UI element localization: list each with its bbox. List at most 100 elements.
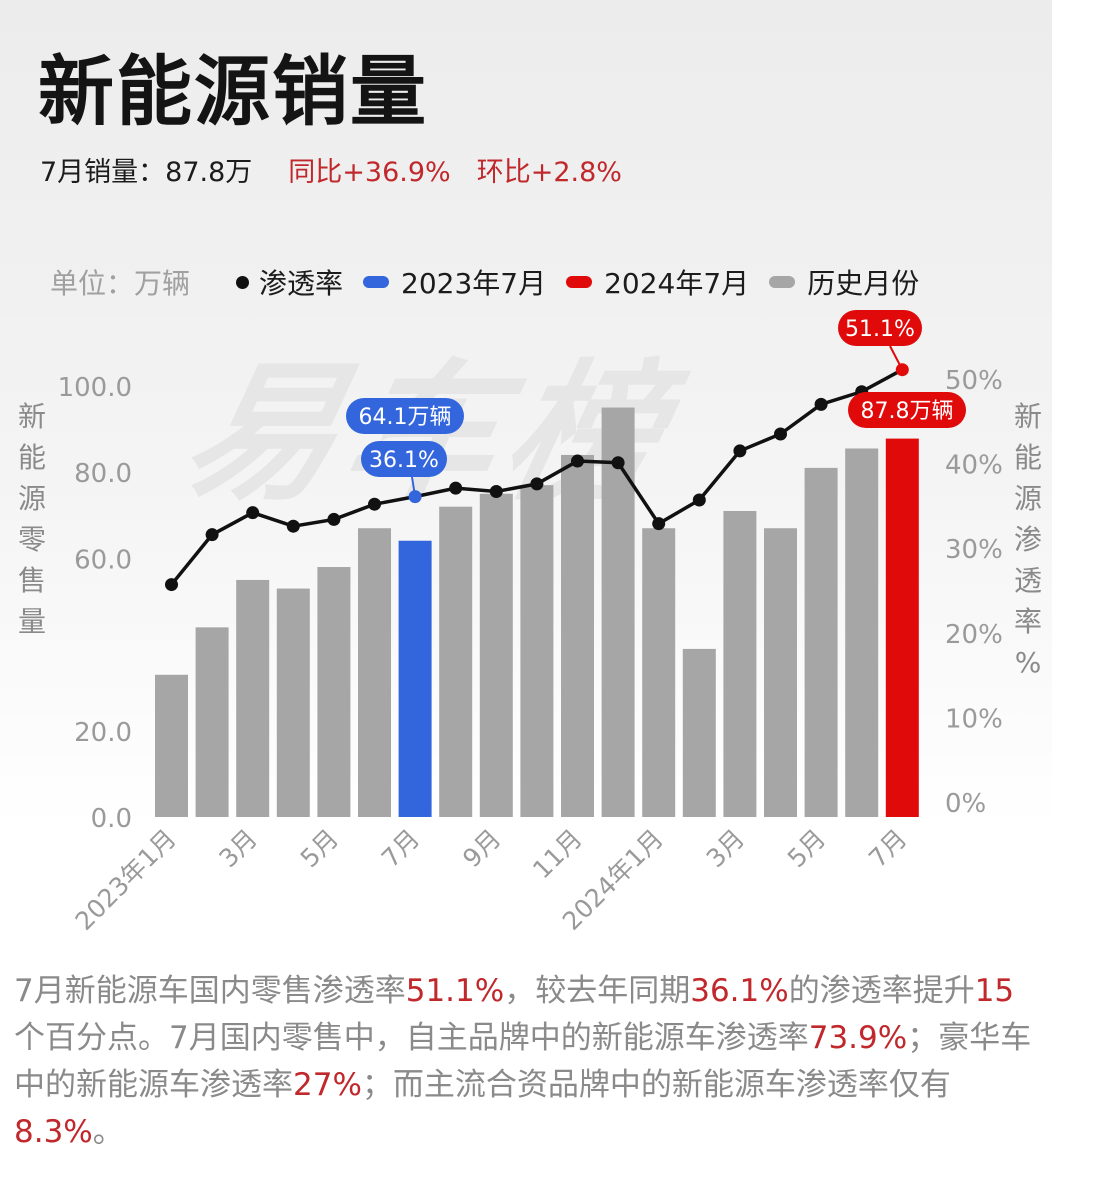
summary-paragraph: 7月新能源车国内零售渗透率51.1%，较去年同期36.1%的渗透率提升15 个百分… xyxy=(14,968,1044,1156)
legend-label: 历史月份 xyxy=(807,267,920,300)
highlight-value: 51.1% xyxy=(405,973,505,1009)
bar xyxy=(845,448,879,817)
y2-tick-label: 30% xyxy=(945,535,1003,565)
bar xyxy=(520,485,554,817)
line-point xyxy=(733,444,747,458)
line-point xyxy=(530,477,544,491)
line-marker-icon xyxy=(236,275,250,289)
yoy-change: 同比+36.9% xyxy=(288,157,451,188)
callout-bar-2024: 87.8万辆 xyxy=(861,399,954,424)
axis-title-char: 透 xyxy=(1013,564,1042,597)
left-axis-title: 新能源零售量 xyxy=(14,396,50,642)
x-tick-label: 3月 xyxy=(701,824,750,873)
bar xyxy=(276,588,310,817)
x-tick-label: 9月 xyxy=(457,824,506,873)
unit-label: 单位：万辆 xyxy=(50,267,191,300)
callout-penetration-2023-bubble xyxy=(361,441,447,477)
legend-label: 2024年7月 xyxy=(604,267,750,300)
axis-title-char: 售 xyxy=(17,564,46,597)
monthly-sales: 7月销量：87.8万 xyxy=(40,157,253,188)
y-tick-label: 100.0 xyxy=(58,373,132,403)
x-tick-label: 5月 xyxy=(782,824,831,873)
x-tick-label: 7月 xyxy=(376,824,425,873)
legend-item-history: 历史月份 xyxy=(769,262,919,302)
axis-title-char: % xyxy=(1014,646,1042,679)
paragraph-text: ；豪华车中的新能源车渗透率 xyxy=(14,1020,1032,1103)
paragraph-text: ，较去年同期 xyxy=(504,973,691,1009)
legend-item-2024-july: 2024年7月 xyxy=(566,262,749,302)
line-point xyxy=(205,528,219,542)
highlight-value: 73.9% xyxy=(808,1020,908,1056)
paragraph-text: ；而主流合资品牌中的新能源车渗透率仅有 xyxy=(361,1067,951,1103)
axis-title-char: 源 xyxy=(1013,482,1042,515)
bar xyxy=(561,454,594,817)
legend-item-penetration: 渗透率 xyxy=(236,262,343,302)
axis-title-char: 零 xyxy=(17,523,46,556)
callout-penetration-2024: 51.1% xyxy=(845,317,915,342)
paragraph-text: 的渗透率提升 xyxy=(788,973,975,1009)
bar xyxy=(642,528,676,817)
bar xyxy=(358,528,391,817)
axis-title-char: 能 xyxy=(1013,441,1042,474)
line-point xyxy=(774,427,787,441)
line-point xyxy=(489,485,503,499)
y-tick-label: 80.0 xyxy=(74,459,132,489)
bar xyxy=(195,627,229,817)
bar xyxy=(764,528,797,817)
x-tick-label: 11月 xyxy=(527,824,588,885)
axis-title-char: 源 xyxy=(17,482,46,515)
bar xyxy=(723,510,757,817)
bar xyxy=(236,579,270,817)
line-point xyxy=(368,497,381,511)
line-point xyxy=(246,506,260,520)
line-point xyxy=(692,493,706,507)
line-point xyxy=(814,397,828,411)
gray-swatch-icon xyxy=(769,276,796,288)
blue-swatch-icon xyxy=(363,276,390,288)
summary-line: 7月销量：87.8万 同比+36.9% 环比+2.8% xyxy=(40,150,622,189)
callout-bar-2023-bubble xyxy=(346,398,464,434)
y-tick-label: 20.0 xyxy=(74,718,132,748)
y-tick-label: 60.0 xyxy=(74,545,132,575)
x-tick-label: 3月 xyxy=(214,824,263,873)
bar xyxy=(804,467,838,817)
mom-change: 环比+2.8% xyxy=(476,157,622,188)
callout-connector xyxy=(411,476,417,497)
bar xyxy=(439,506,473,817)
x-tick-label: 5月 xyxy=(295,824,344,873)
line-point xyxy=(286,519,300,533)
y2-tick-label: 40% xyxy=(945,451,1003,481)
paragraph-text: 7月新能源车国内零售渗透率 xyxy=(14,973,406,1009)
line-point xyxy=(611,456,625,470)
bar xyxy=(479,493,513,817)
legend-label: 2023年7月 xyxy=(401,267,547,300)
axis-title-char: 新 xyxy=(17,400,46,433)
line-point xyxy=(327,512,341,526)
legend-label: 渗透率 xyxy=(259,267,344,300)
line-point xyxy=(571,454,584,468)
chart-legend: 单位：万辆 渗透率 2023年7月 2024年7月 历史月份 xyxy=(50,262,939,302)
axis-title-char: 能 xyxy=(17,441,46,474)
paragraph-text: 个百分点。7月国内零售中，自主品牌中的新能源车渗透率 xyxy=(14,1020,809,1056)
highlight-value: 27% xyxy=(293,1067,362,1103)
sales-chart: 易车榜0.020.060.080.0100.00%10%20%30%40%50%… xyxy=(58,310,1003,936)
paragraph-text: 。 xyxy=(92,1114,124,1150)
axis-title-char: 渗 xyxy=(1013,523,1042,556)
bar xyxy=(682,648,716,817)
bar xyxy=(601,407,635,817)
page-title: 新能源销量 xyxy=(38,47,428,136)
bar xyxy=(885,438,919,817)
bar xyxy=(398,540,432,817)
infographic: 新能源销量 7月销量：87.8万 同比+36.9% 环比+2.8% 单位：万辆 渗透… xyxy=(0,0,1052,1187)
x-tick-label: 2023年1月 xyxy=(70,824,182,936)
y2-tick-label: 0% xyxy=(945,789,986,819)
y2-tick-label: 50% xyxy=(945,366,1003,396)
axis-title-char: 量 xyxy=(17,605,46,638)
line-point xyxy=(652,517,666,531)
red-swatch-icon xyxy=(566,276,593,288)
callout-connector xyxy=(889,345,904,371)
highlight-value: 36.1% xyxy=(690,973,789,1009)
callout-penetration-2024-bubble xyxy=(838,310,922,346)
y2-tick-label: 10% xyxy=(945,704,1003,734)
axis-title-char: 率 xyxy=(1013,605,1042,638)
